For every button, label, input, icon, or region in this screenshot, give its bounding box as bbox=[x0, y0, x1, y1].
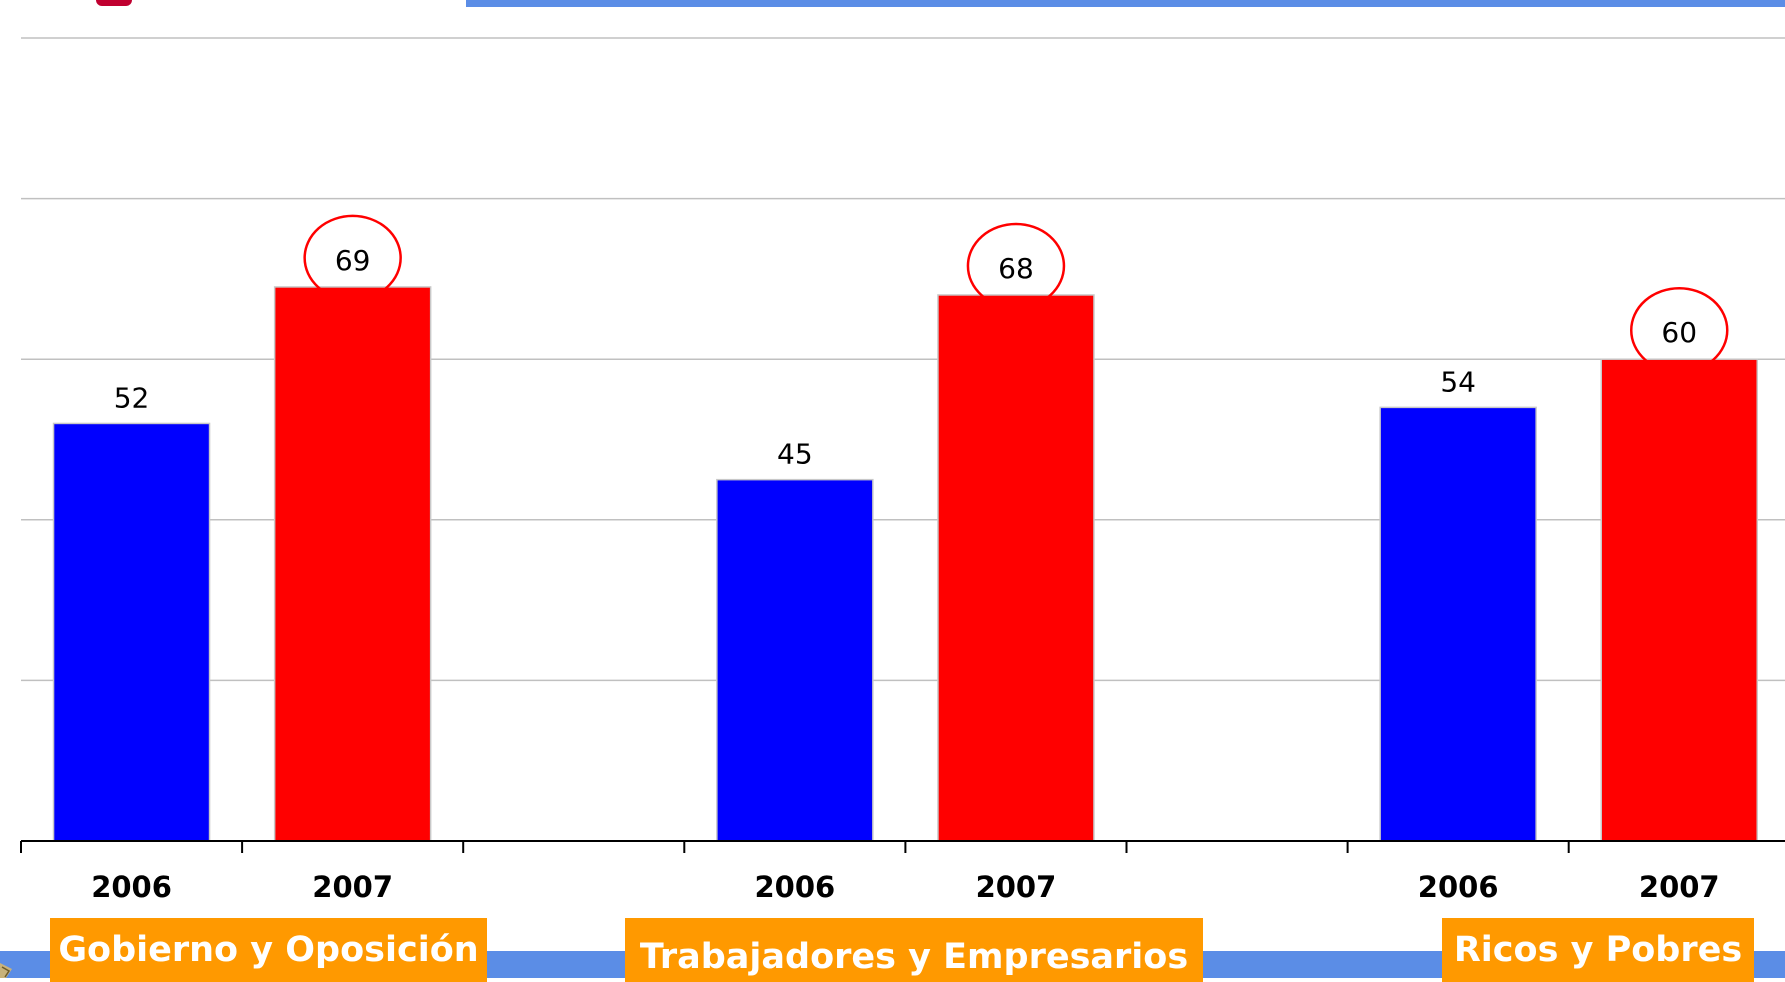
highlight-circle bbox=[303, 214, 402, 302]
corner-emblem-icon bbox=[0, 963, 12, 978]
highlight-circle bbox=[1630, 286, 1729, 374]
data-label: 60 bbox=[1661, 316, 1697, 349]
data-label: 54 bbox=[1440, 365, 1476, 398]
bar bbox=[52, 422, 211, 842]
top-accent-bar bbox=[466, 0, 1785, 7]
bar bbox=[716, 478, 874, 842]
bar bbox=[1600, 358, 1758, 842]
logo-fragment bbox=[96, 0, 132, 6]
group-label-trabajadores-empresarios: Trabajadores y Empresarios bbox=[625, 918, 1203, 982]
category-tick-label: 2006 bbox=[754, 870, 835, 904]
category-tick-label: 2006 bbox=[1418, 870, 1499, 904]
group-label-ricos-pobres: Ricos y Pobres bbox=[1442, 918, 1754, 982]
category-tick-label: 2007 bbox=[312, 870, 393, 904]
category-tick-label: 2006 bbox=[91, 870, 172, 904]
bar bbox=[1379, 406, 1537, 842]
bar bbox=[937, 294, 1095, 842]
data-label: 69 bbox=[335, 244, 371, 277]
data-label: 52 bbox=[114, 381, 150, 414]
data-label: 68 bbox=[998, 252, 1034, 285]
highlight-circle bbox=[966, 222, 1066, 310]
bar bbox=[273, 286, 432, 842]
data-label: 45 bbox=[777, 438, 813, 471]
category-tick-label: 2007 bbox=[976, 870, 1057, 904]
category-tick-label: 2007 bbox=[1639, 870, 1720, 904]
group-label-gobierno-oposicion: Gobierno y Oposición bbox=[50, 918, 487, 982]
